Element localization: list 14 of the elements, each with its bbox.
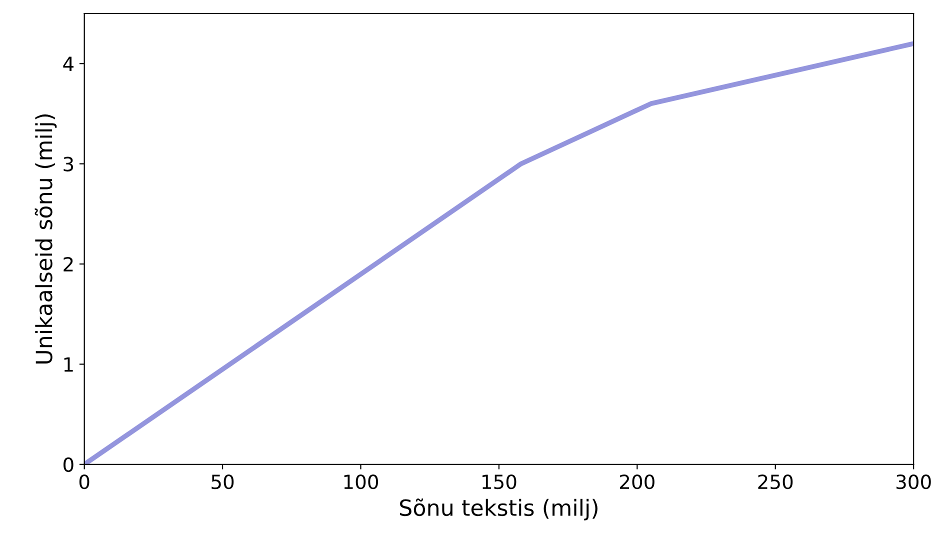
y-tick-label: 0 <box>64 457 74 472</box>
x-tick-label: 0 <box>79 474 90 490</box>
y-axis-title: Unikaalseid sõnu (milj) <box>34 114 57 364</box>
x-tick-label: 150 <box>482 474 516 490</box>
y-tick-label: 4 <box>63 56 74 71</box>
x-tick-label: 100 <box>344 474 378 490</box>
y-tick-label: 3 <box>64 156 74 172</box>
x-axis-title: Sõnu tekstis (milj) <box>400 498 598 520</box>
x-tick-label: 250 <box>758 474 793 490</box>
x-tick-label: 300 <box>896 474 931 490</box>
y-tick-label: 1 <box>64 357 73 372</box>
x-tick-label: 50 <box>212 474 234 490</box>
y-tick-label: 2 <box>64 256 73 272</box>
x-tick-label: 200 <box>620 474 654 490</box>
